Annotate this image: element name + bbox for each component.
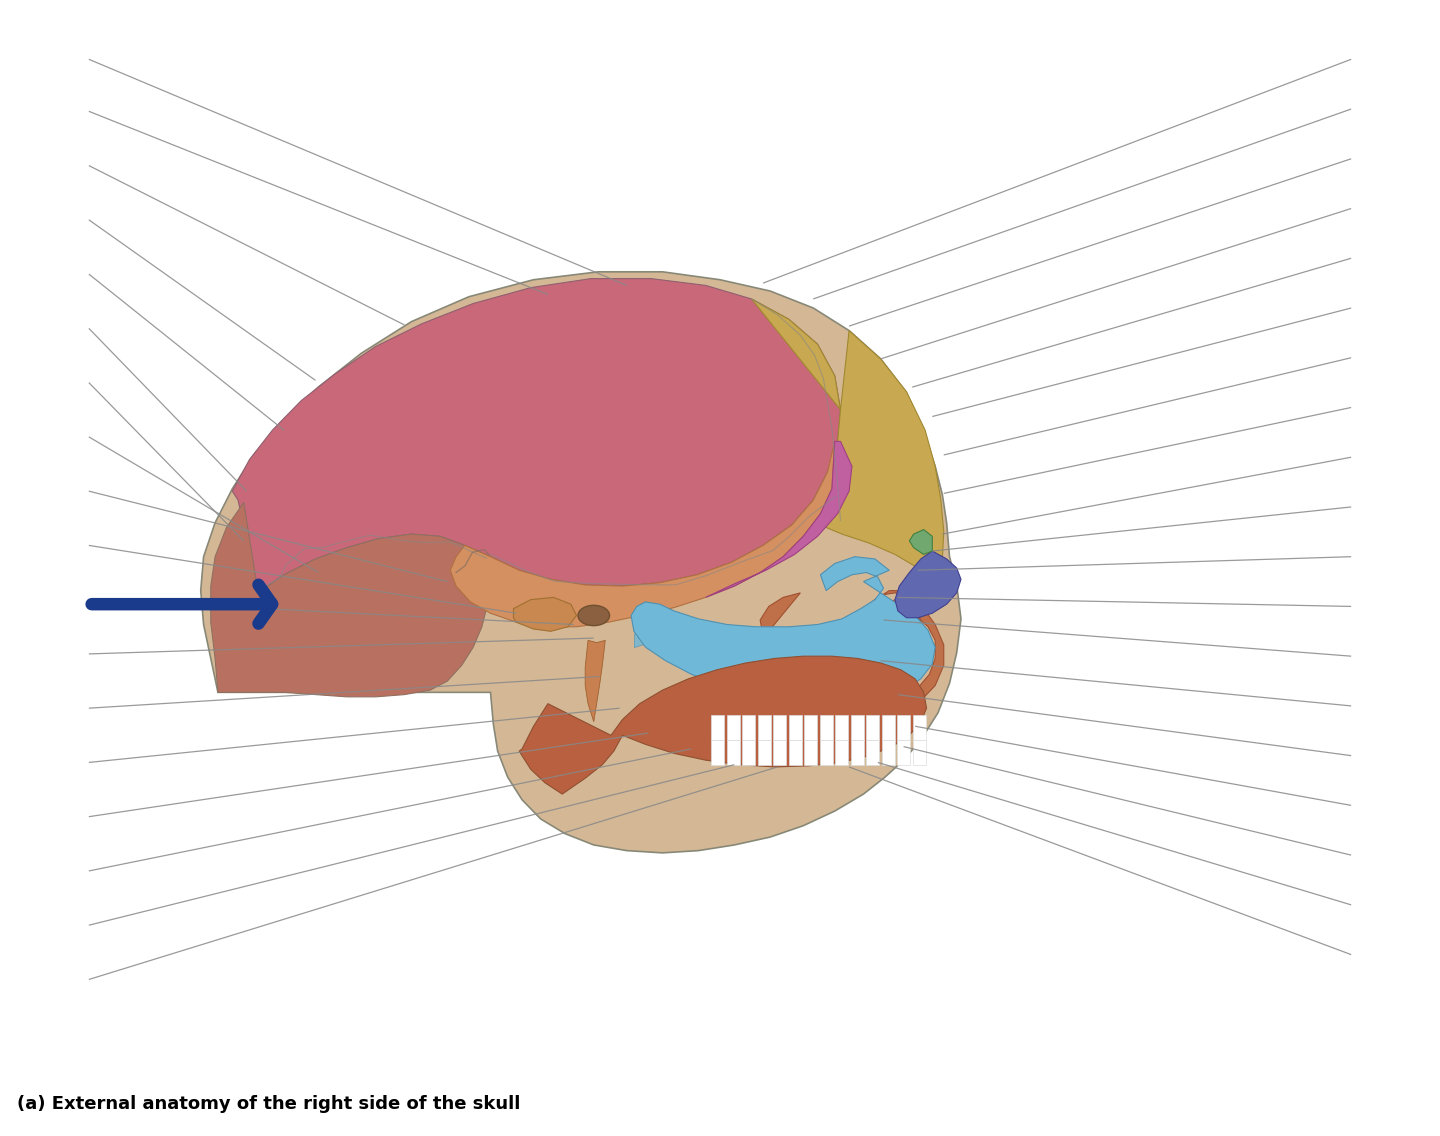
Polygon shape (232, 278, 841, 593)
Polygon shape (210, 502, 491, 696)
Bar (867, 715, 880, 740)
Bar (757, 740, 770, 765)
Ellipse shape (577, 605, 609, 626)
Bar (757, 715, 770, 740)
Bar (805, 715, 818, 740)
Polygon shape (520, 657, 926, 794)
Polygon shape (514, 598, 576, 632)
Bar (743, 740, 756, 765)
Polygon shape (585, 641, 605, 721)
Polygon shape (896, 551, 960, 618)
Bar (773, 715, 786, 740)
Polygon shape (451, 442, 835, 627)
Polygon shape (752, 299, 943, 582)
Bar (819, 740, 832, 765)
Bar (881, 715, 894, 740)
Bar (913, 715, 926, 740)
Polygon shape (631, 557, 935, 703)
Bar (743, 715, 756, 740)
Bar (773, 740, 786, 765)
Polygon shape (909, 529, 932, 554)
Bar (867, 740, 880, 765)
Text: (a) External anatomy of the right side of the skull: (a) External anatomy of the right side o… (17, 1095, 520, 1113)
Polygon shape (200, 272, 960, 853)
Bar (727, 715, 740, 740)
Polygon shape (706, 591, 943, 740)
Bar (851, 740, 864, 765)
Bar (897, 740, 910, 765)
Bar (835, 740, 848, 765)
Bar (789, 715, 802, 740)
Bar (711, 715, 724, 740)
Bar (711, 740, 724, 765)
Bar (897, 715, 910, 740)
Bar (913, 740, 926, 765)
Bar (881, 740, 894, 765)
Polygon shape (706, 442, 852, 598)
Bar (819, 715, 832, 740)
Bar (805, 740, 818, 765)
Bar (835, 715, 848, 740)
Bar (789, 740, 802, 765)
Bar (851, 715, 864, 740)
Bar (727, 740, 740, 765)
